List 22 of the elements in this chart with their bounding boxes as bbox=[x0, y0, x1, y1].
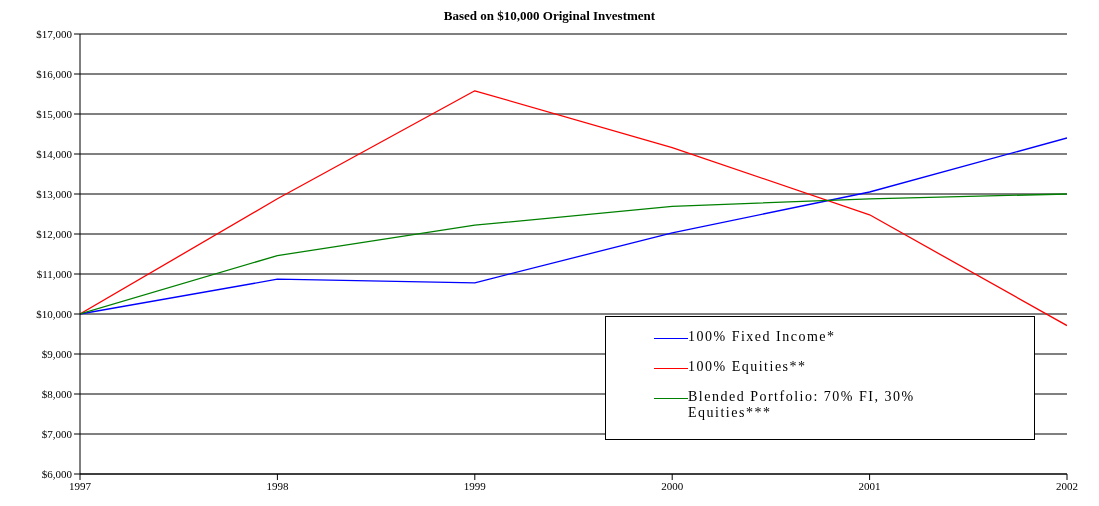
x-tick-label: 1998 bbox=[266, 479, 289, 492]
y-tick-label: $11,000 bbox=[36, 267, 73, 280]
x-tick-label: 2000 bbox=[661, 479, 684, 492]
y-tick-label: $13,000 bbox=[36, 187, 73, 200]
legend-label: 100% Fixed Income* bbox=[688, 329, 836, 345]
x-tick-label: 2002 bbox=[1056, 479, 1078, 492]
chart-title: Based on $10,000 Original Investment bbox=[442, 8, 657, 25]
y-tick-label: $17,000 bbox=[36, 27, 73, 40]
legend-label: 100% Equities** bbox=[688, 359, 807, 375]
y-tick-label: $12,000 bbox=[36, 227, 73, 240]
y-tick-label: $6,000 bbox=[41, 467, 73, 480]
y-tick-label: $7,000 bbox=[41, 427, 73, 440]
y-tick-label: $10,000 bbox=[36, 307, 73, 320]
y-tick-label: $15,000 bbox=[36, 107, 73, 120]
x-tick-label: 2001 bbox=[858, 479, 881, 492]
y-tick-label: $14,000 bbox=[36, 147, 73, 160]
y-tick-label: $8,000 bbox=[41, 387, 73, 400]
y-tick-label: $9,000 bbox=[41, 347, 73, 360]
y-tick-label: $16,000 bbox=[36, 67, 73, 80]
x-tick-label: 1997 bbox=[69, 479, 92, 492]
x-tick-label: 1999 bbox=[463, 479, 487, 492]
legend-label: Blended Portfolio: 70% FI, 30% Equities*** bbox=[688, 389, 916, 421]
